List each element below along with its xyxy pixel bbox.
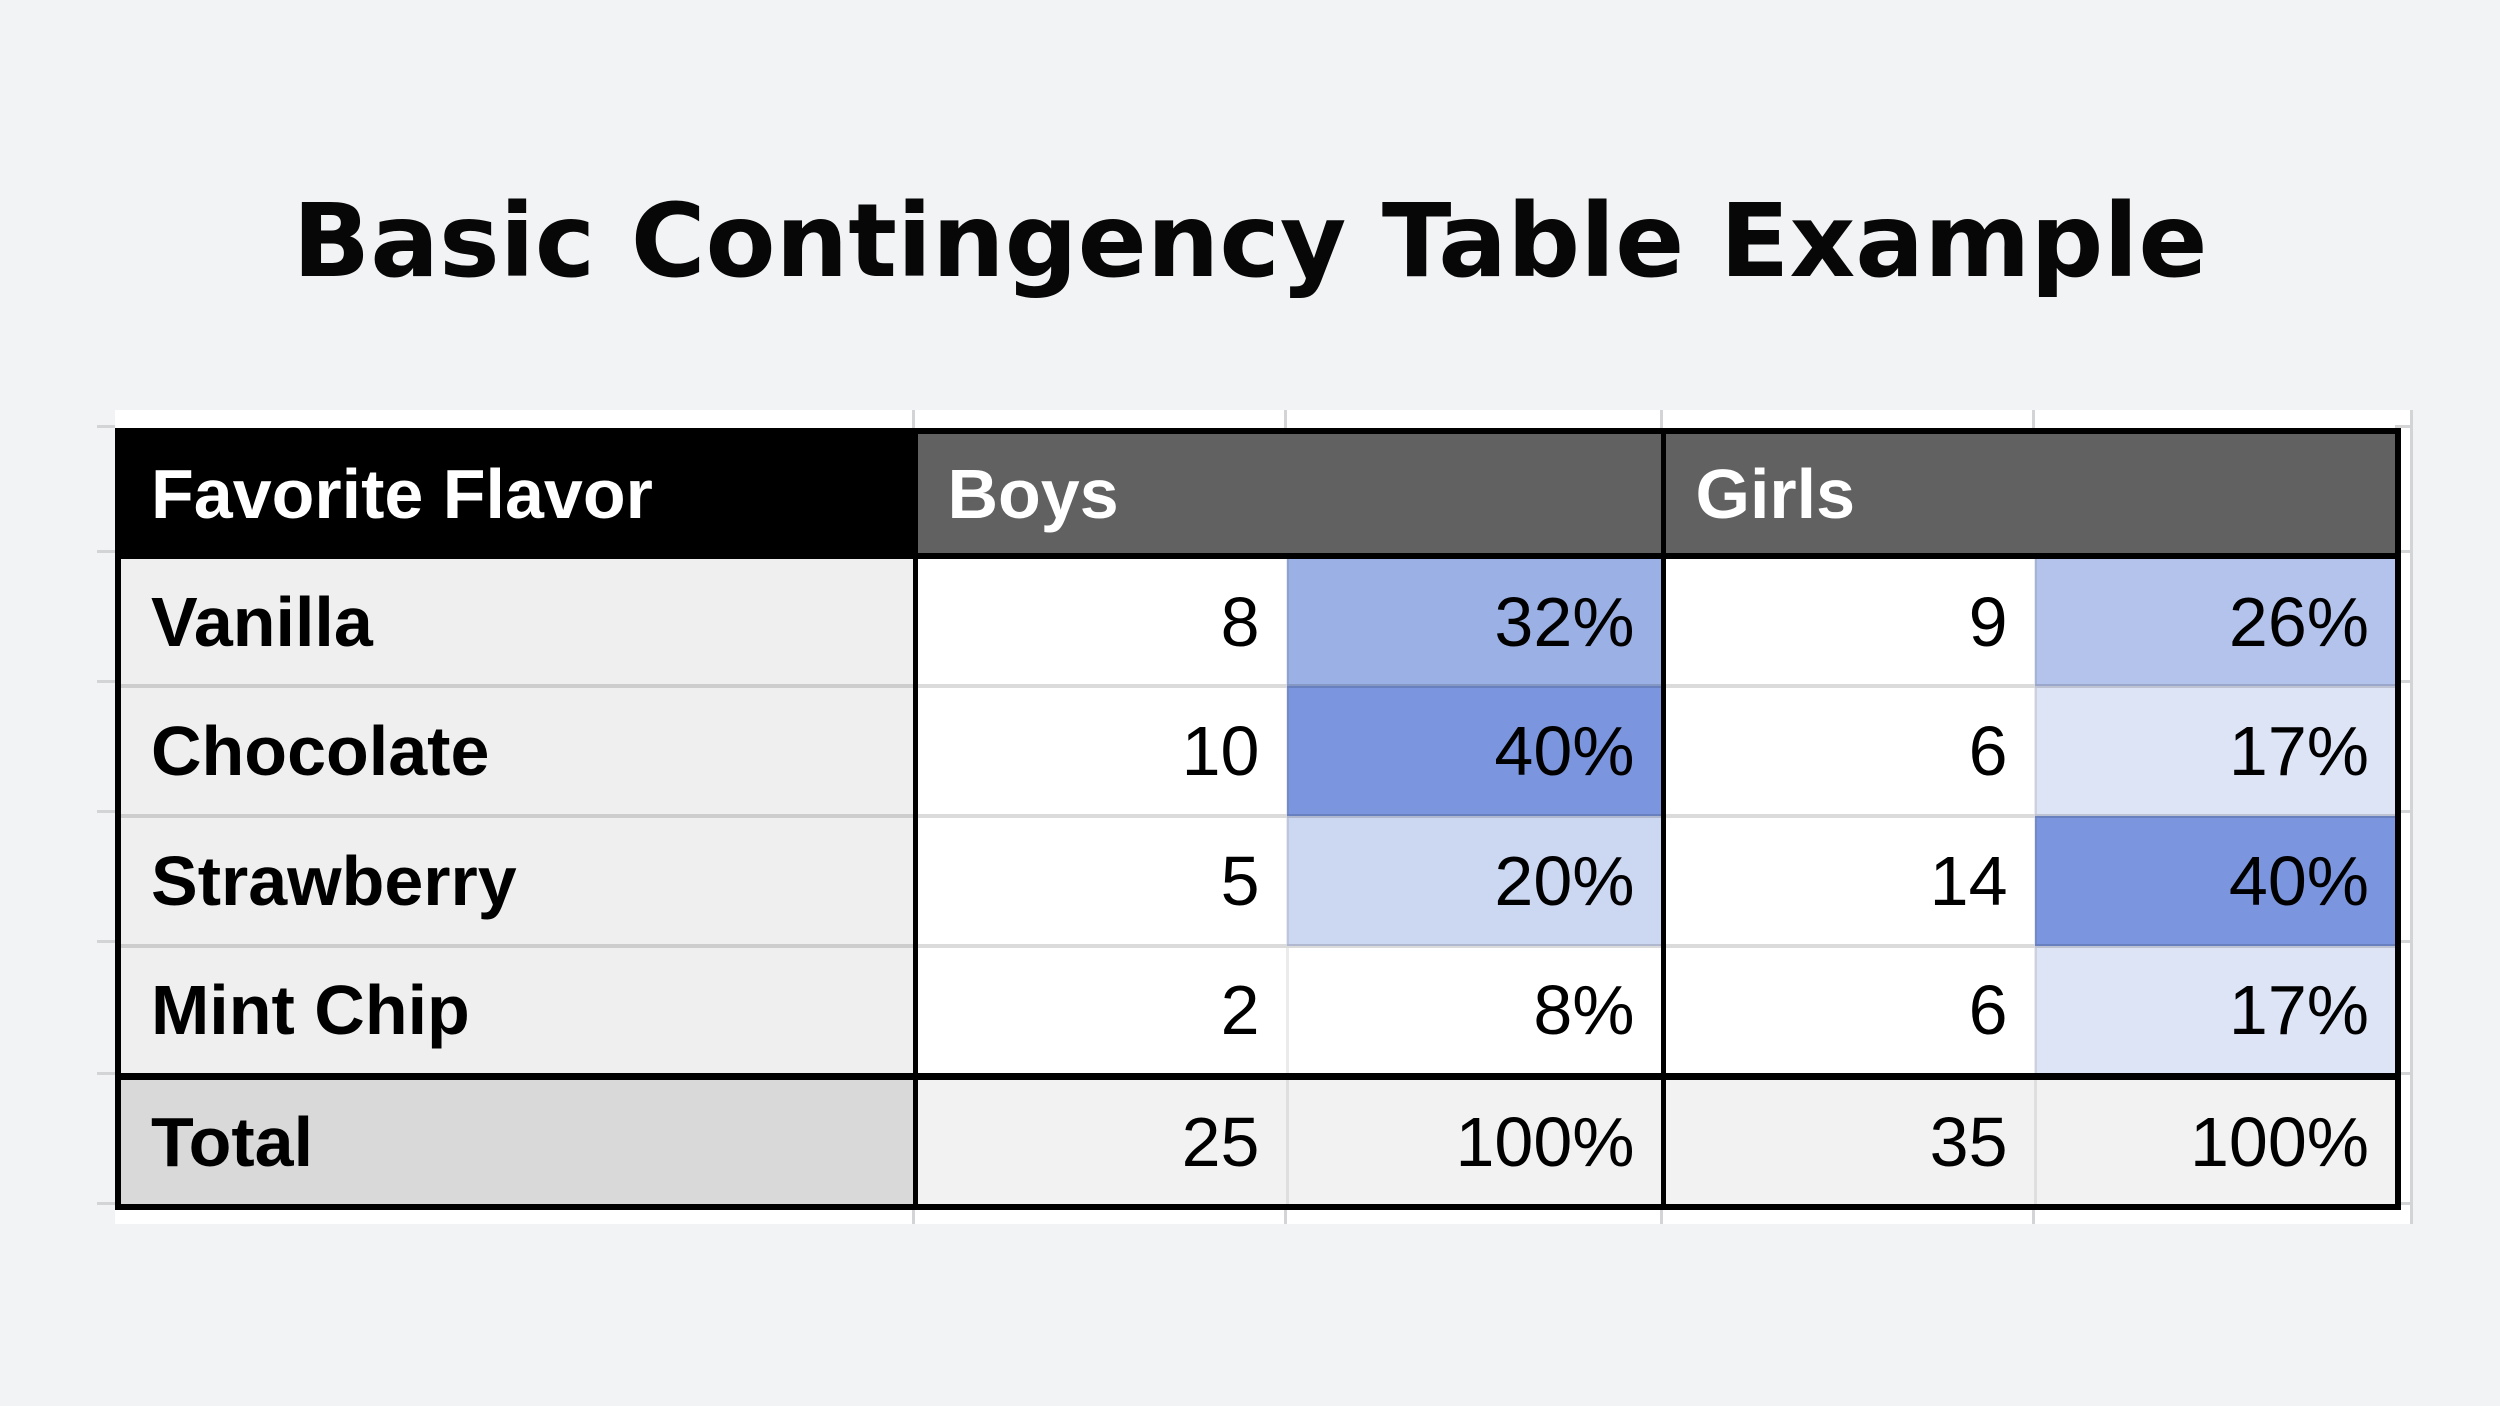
- table-row: Vanilla 8 32% 9 26%: [118, 556, 2399, 686]
- cell-boys-pct[interactable]: 32%: [1285, 556, 1666, 686]
- cell-total-label[interactable]: Total: [118, 1076, 918, 1207]
- contingency-table: Favorite Flavor Boys Girls Vanilla 8 32% 9 2…: [115, 428, 2402, 1210]
- gridline-stub: [1660, 1205, 1663, 1224]
- gridline-stub: [2395, 1202, 2410, 1205]
- header-girls[interactable]: Girls: [1660, 431, 2399, 556]
- gridline-stub: [97, 680, 115, 683]
- table-header-row: Favorite Flavor Boys Girls: [118, 431, 2399, 556]
- cell-girls-pct[interactable]: 26%: [2033, 556, 2399, 686]
- cell-boys-pct[interactable]: 20%: [1285, 814, 1666, 946]
- gridline-stub: [2032, 410, 2035, 428]
- sheet-gridline-strip-top: [115, 410, 2413, 428]
- gridline-stub: [912, 1205, 915, 1224]
- cell-flavor-label[interactable]: Mint Chip: [118, 944, 918, 1076]
- gridline-stub: [2032, 1205, 2035, 1224]
- sheet-gridline-sliver-left: [97, 410, 115, 1224]
- cell-boys-count[interactable]: 8: [915, 556, 1287, 686]
- gridline-stub: [2395, 810, 2410, 813]
- cell-girls-pct[interactable]: 17%: [2033, 684, 2399, 816]
- cell-boys-count[interactable]: 5: [915, 814, 1287, 946]
- table-total-row: Total 25 100% 35 100%: [118, 1076, 2399, 1207]
- gridline-stub: [1284, 410, 1287, 428]
- gridline-stub: [97, 940, 115, 943]
- header-boys[interactable]: Boys: [912, 431, 1664, 556]
- table-row: Mint Chip 2 8% 6 17%: [118, 944, 2399, 1076]
- gridline-stub: [2395, 1072, 2410, 1075]
- gridline-stub: [2395, 425, 2410, 428]
- header-favorite-flavor[interactable]: Favorite Flavor: [118, 431, 915, 556]
- cell-flavor-label[interactable]: Strawberry: [118, 814, 918, 946]
- cell-boys-pct[interactable]: 8%: [1285, 944, 1666, 1076]
- cell-total-boys-count[interactable]: 25: [915, 1076, 1287, 1207]
- cell-flavor-label[interactable]: Chocolate: [118, 684, 918, 816]
- gridline-stub: [1284, 1205, 1287, 1224]
- cell-girls-pct[interactable]: 40%: [2033, 814, 2399, 946]
- cell-flavor-label[interactable]: Vanilla: [118, 556, 918, 686]
- gridline-stub: [1660, 410, 1663, 428]
- table-row: Chocolate 10 40% 6 17%: [118, 684, 2399, 816]
- gridline-stub: [2395, 940, 2410, 943]
- cell-total-boys-pct[interactable]: 100%: [1285, 1076, 1666, 1207]
- gridline-stub: [97, 550, 115, 553]
- cell-boys-pct[interactable]: 40%: [1285, 684, 1666, 816]
- cell-total-girls-pct[interactable]: 100%: [2033, 1076, 2399, 1207]
- gridline-stub: [2395, 680, 2410, 683]
- gridline-stub: [912, 410, 915, 428]
- cell-girls-count[interactable]: 6: [1663, 684, 2036, 816]
- table-row: Strawberry 5 20% 14 40%: [118, 814, 2399, 946]
- cell-boys-count[interactable]: 2: [915, 944, 1287, 1076]
- cell-girls-count[interactable]: 9: [1663, 556, 2036, 686]
- cell-boys-count[interactable]: 10: [915, 684, 1287, 816]
- cell-girls-count[interactable]: 6: [1663, 944, 2036, 1076]
- gridline-stub: [97, 1072, 115, 1075]
- page-title: Basic Contingency Table Example: [292, 182, 2208, 301]
- gridline-stub: [2395, 550, 2410, 553]
- cell-girls-pct[interactable]: 17%: [2033, 944, 2399, 1076]
- spreadsheet-area: Favorite Flavor Boys Girls Vanilla 8 32% 9 2…: [97, 410, 2413, 1224]
- cell-girls-count[interactable]: 14: [1663, 814, 2036, 946]
- gridline-stub: [97, 810, 115, 813]
- cell-total-girls-count[interactable]: 35: [1663, 1076, 2036, 1207]
- gridline-stub: [97, 1202, 115, 1205]
- gridline-stub: [97, 425, 115, 428]
